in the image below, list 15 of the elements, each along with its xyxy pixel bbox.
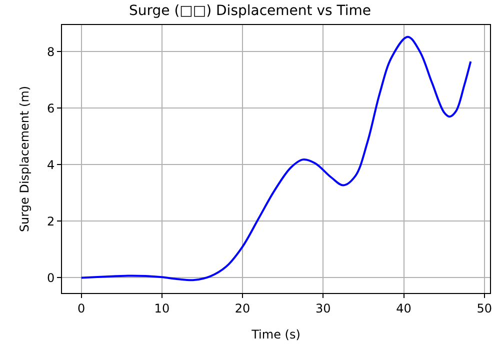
x-tick-label: 0 (78, 301, 86, 316)
x-tick-label: 40 (396, 301, 412, 316)
y-tick-label: 2 (46, 214, 55, 228)
y-tick-label: 6 (46, 101, 55, 116)
line-series (80, 36, 472, 282)
x-axis-title: Time (s) (250, 327, 300, 342)
x-tick-label: 10 (154, 301, 170, 316)
y-tick-label: 8 (46, 44, 55, 59)
y-tick-label: 4 (46, 158, 55, 172)
y-axis-title: Surge Displacement (m) (17, 86, 32, 232)
x-tick-label: 30 (316, 301, 331, 316)
chart-title: Surge (□□) Displacement vs Time (128, 3, 372, 20)
x-tick-label: 20 (234, 301, 250, 316)
x-tick-label: 50 (476, 301, 492, 316)
y-tick-label: 0 (46, 270, 55, 285)
